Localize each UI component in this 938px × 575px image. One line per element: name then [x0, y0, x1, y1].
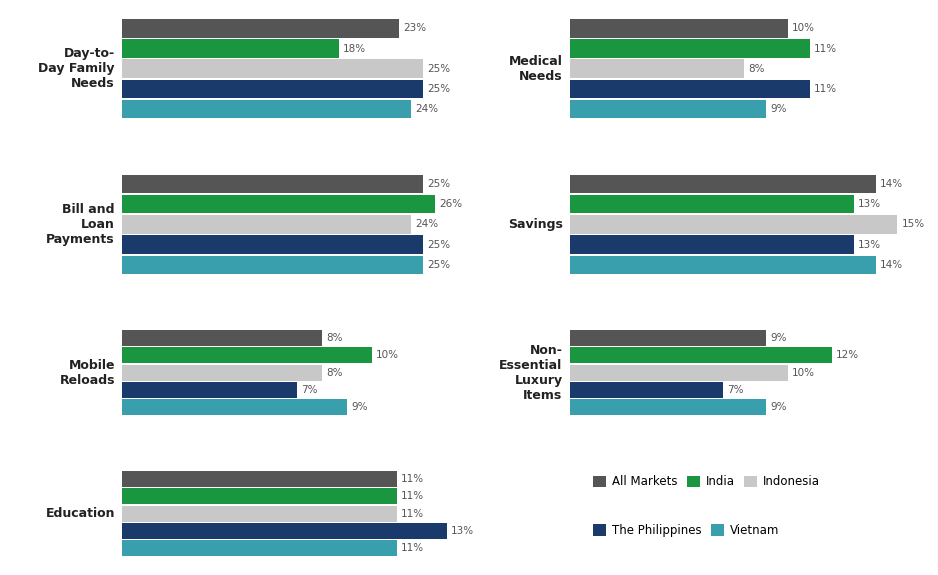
Text: 11%: 11%	[401, 543, 424, 553]
Bar	[122, 365, 322, 381]
Text: 26%: 26%	[440, 199, 462, 209]
Bar	[569, 215, 898, 233]
Bar	[122, 39, 339, 58]
Text: 13%: 13%	[858, 240, 881, 250]
Bar	[569, 59, 745, 78]
Text: Mobile
Reloads: Mobile Reloads	[59, 359, 115, 386]
Bar	[122, 382, 296, 398]
Bar	[569, 80, 809, 98]
Bar	[122, 488, 397, 504]
Bar	[122, 80, 423, 98]
Text: 13%: 13%	[451, 526, 474, 536]
Text: 11%: 11%	[814, 44, 838, 53]
Text: 25%: 25%	[428, 179, 451, 189]
Text: Education: Education	[45, 507, 115, 520]
Bar	[569, 255, 875, 274]
Text: Bill and
Loan
Payments: Bill and Loan Payments	[46, 203, 115, 246]
Text: 12%: 12%	[836, 350, 859, 361]
Text: Non-
Essential
Luxury
Items: Non- Essential Luxury Items	[499, 344, 563, 402]
Bar	[569, 100, 766, 118]
Text: 8%: 8%	[326, 367, 342, 378]
Text: 10%: 10%	[376, 350, 399, 361]
Bar	[569, 365, 788, 381]
Bar	[122, 215, 412, 233]
Bar	[122, 505, 397, 522]
Bar	[122, 523, 446, 539]
Bar	[122, 330, 322, 346]
Text: 14%: 14%	[880, 260, 903, 270]
Bar	[122, 347, 371, 363]
Bar	[569, 39, 809, 58]
Bar	[122, 59, 423, 78]
Bar	[122, 175, 423, 193]
Text: Medical
Needs: Medical Needs	[508, 55, 563, 83]
Text: 25%: 25%	[428, 260, 451, 270]
Text: 15%: 15%	[901, 220, 925, 229]
Text: Savings: Savings	[507, 218, 563, 231]
Text: 23%: 23%	[403, 24, 427, 33]
Bar	[122, 400, 347, 415]
Bar	[122, 255, 423, 274]
Text: 11%: 11%	[401, 509, 424, 519]
Bar	[569, 19, 788, 37]
Bar	[122, 19, 400, 37]
Text: 10%: 10%	[793, 367, 815, 378]
Text: 14%: 14%	[880, 179, 903, 189]
Text: 25%: 25%	[428, 84, 451, 94]
Text: 9%: 9%	[770, 402, 787, 412]
Text: 9%: 9%	[770, 104, 787, 114]
Text: 25%: 25%	[428, 64, 451, 74]
Text: 24%: 24%	[416, 104, 439, 114]
Bar	[122, 100, 412, 118]
Bar	[569, 195, 854, 213]
Bar	[569, 330, 766, 346]
Text: 11%: 11%	[814, 84, 838, 94]
Bar	[569, 347, 832, 363]
Bar	[122, 540, 397, 556]
Bar	[569, 400, 766, 415]
Text: 7%: 7%	[301, 385, 317, 395]
Text: 8%: 8%	[326, 333, 342, 343]
Bar	[122, 471, 397, 487]
Text: 25%: 25%	[428, 240, 451, 250]
Legend: The Philippines, Vietnam: The Philippines, Vietnam	[593, 524, 779, 537]
Text: 11%: 11%	[401, 474, 424, 484]
Bar	[122, 235, 423, 254]
Text: 18%: 18%	[343, 44, 367, 53]
Bar	[569, 235, 854, 254]
Bar	[569, 175, 875, 193]
Bar	[569, 382, 722, 398]
Text: 13%: 13%	[858, 199, 881, 209]
Text: Day-to-
Day Family
Needs: Day-to- Day Family Needs	[38, 47, 115, 90]
Text: 10%: 10%	[793, 24, 815, 33]
Text: 24%: 24%	[416, 220, 439, 229]
Text: 8%: 8%	[749, 64, 765, 74]
Bar	[122, 195, 435, 213]
Text: 9%: 9%	[770, 333, 787, 343]
Text: 11%: 11%	[401, 491, 424, 501]
Text: 9%: 9%	[351, 402, 368, 412]
Text: 7%: 7%	[727, 385, 743, 395]
